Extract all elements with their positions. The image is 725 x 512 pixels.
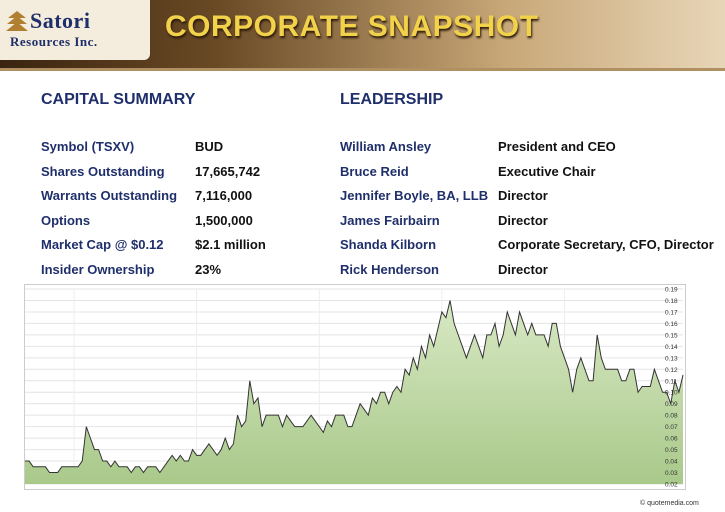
y-tick-label: 0.03 xyxy=(665,470,678,477)
capital-row-label: Symbol (TSXV) xyxy=(41,139,135,154)
capital-row-value: 23% xyxy=(195,262,222,277)
leader-name: William Ansley xyxy=(340,139,432,154)
leader-name: Jennifer Boyle, BA, LLB xyxy=(340,188,489,204)
capital-row-label: Options xyxy=(41,212,91,228)
capital-row-value: BUD xyxy=(195,139,224,154)
y-tick-label: 0.13 xyxy=(665,355,678,362)
y-tick-label: 0.19 xyxy=(665,287,678,294)
chart-credit: © quotemedia.com xyxy=(640,500,699,507)
y-tick-label: 0.14 xyxy=(665,344,678,351)
capital-row-label: Shares Outstanding xyxy=(41,163,165,179)
leader-name: Shanda Kilborn xyxy=(340,237,437,253)
capital-row-value: $2.1 million xyxy=(195,237,266,253)
y-tick-label: 0.09 xyxy=(665,401,678,408)
y-tick-label: 0.07 xyxy=(665,424,678,431)
capital-row-value: 7,116,000 xyxy=(195,188,253,204)
leader-role: Director xyxy=(498,212,548,228)
y-tick-label: 0.08 xyxy=(665,413,678,420)
leader-role: Executive Chair xyxy=(498,163,596,179)
capital-summary-heading: CAPITAL SUMMARY xyxy=(41,91,196,108)
y-tick-label: 0.16 xyxy=(665,321,678,328)
pagoda-logo-icon xyxy=(6,11,28,31)
capital-row-label: Insider Ownership xyxy=(41,262,155,277)
stock-price-chart-svg: 0.02 0.03 0.04 0.05 0.06 0.07 0.08 0.09 0.10 0.11… xyxy=(25,287,684,498)
y-tick-label: 0.12 xyxy=(665,367,678,374)
price-area xyxy=(25,300,683,484)
leader-role: Corporate Secretary, CFO, Director xyxy=(498,237,714,253)
y-tick-label: 0.15 xyxy=(665,332,678,339)
page-title: CORPORATE SNAPSHOT xyxy=(165,10,539,43)
y-tick-label: 0.04 xyxy=(665,459,678,466)
logo-name: Satori xyxy=(30,8,91,33)
logo-subtitle: Resources Inc. xyxy=(10,34,98,49)
leader-name: James Fairbairn xyxy=(340,212,440,228)
leader-role: Director xyxy=(498,262,548,277)
y-tick-label: 0.11 xyxy=(665,378,678,385)
leader-name: Bruce Reid xyxy=(340,163,409,179)
y-tick-label: 0.10 xyxy=(665,390,678,397)
price-line xyxy=(25,300,684,474)
company-logo: Satori Resources Inc. xyxy=(0,0,150,60)
capital-row-label: Warrants Outstanding xyxy=(41,188,178,204)
leader-role: President and CEO xyxy=(498,139,616,154)
y-tick-label: 0.02 xyxy=(665,482,678,489)
capital-row-value: 1,500,000 xyxy=(195,212,253,228)
capital-row-value: 17,665,742 xyxy=(195,163,261,179)
stock-price-chart: 0.02 0.03 0.04 0.05 0.06 0.07 0.08 0.09 0.10 0.11… xyxy=(24,284,686,498)
leader-role: Director xyxy=(498,188,548,204)
leadership-heading: LEADERSHIP xyxy=(340,91,444,108)
y-tick-label: 0.18 xyxy=(665,298,678,305)
y-tick-label: 0.06 xyxy=(665,436,678,443)
leader-name: Rick Henderson xyxy=(340,262,439,277)
y-tick-label: 0.05 xyxy=(665,447,678,454)
capital-row-label: Market Cap @ $0.12 xyxy=(41,237,164,253)
y-tick-label: 0.17 xyxy=(665,309,678,316)
